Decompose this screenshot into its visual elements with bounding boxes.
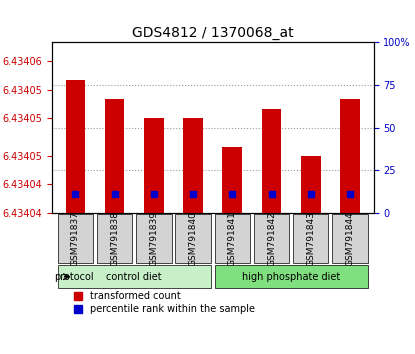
- Bar: [144, 118, 164, 213]
- Text: GSM791843: GSM791843: [306, 211, 315, 266]
- Bar: [340, 99, 360, 213]
- Text: GSM791839: GSM791839: [149, 211, 159, 266]
- Bar: [262, 109, 281, 213]
- Text: GSM791842: GSM791842: [267, 211, 276, 266]
- FancyBboxPatch shape: [215, 265, 368, 288]
- FancyBboxPatch shape: [58, 214, 93, 263]
- Text: percentile rank within the sample: percentile rank within the sample: [90, 304, 256, 314]
- Text: GSM791838: GSM791838: [110, 211, 119, 266]
- Bar: [301, 156, 320, 213]
- Bar: [222, 147, 242, 213]
- FancyBboxPatch shape: [136, 214, 171, 263]
- Text: GSM791844: GSM791844: [345, 211, 354, 266]
- Text: protocol: protocol: [54, 272, 93, 282]
- FancyBboxPatch shape: [176, 214, 211, 263]
- Bar: [183, 118, 203, 213]
- FancyBboxPatch shape: [293, 214, 328, 263]
- FancyBboxPatch shape: [97, 214, 132, 263]
- Text: GSM791840: GSM791840: [188, 211, 198, 266]
- FancyBboxPatch shape: [254, 214, 289, 263]
- Bar: [105, 99, 124, 213]
- Title: GDS4812 / 1370068_at: GDS4812 / 1370068_at: [132, 26, 293, 40]
- FancyBboxPatch shape: [215, 214, 250, 263]
- Bar: [66, 80, 85, 213]
- Text: GSM791837: GSM791837: [71, 211, 80, 266]
- FancyBboxPatch shape: [332, 214, 368, 263]
- FancyBboxPatch shape: [58, 265, 211, 288]
- Text: GSM791841: GSM791841: [228, 211, 237, 266]
- Text: control diet: control diet: [106, 272, 162, 282]
- Text: high phosphate diet: high phosphate diet: [242, 272, 340, 282]
- Text: transformed count: transformed count: [90, 291, 181, 301]
